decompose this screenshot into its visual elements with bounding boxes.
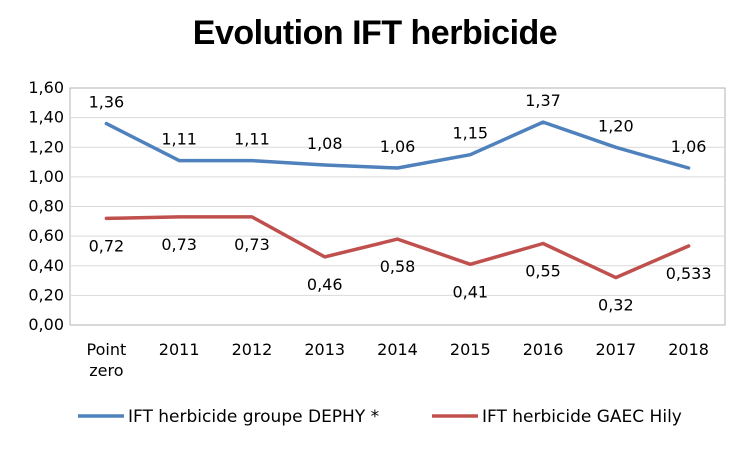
data-label: 1,06 (380, 137, 416, 156)
y-tick-label: 0,80 (28, 197, 64, 216)
chart-title: Evolution IFT herbicide (192, 14, 558, 52)
data-label: 0,73 (234, 235, 270, 254)
x-tick-label: 2013 (304, 340, 345, 359)
data-label: 0,32 (598, 296, 634, 315)
data-label: 0,533 (666, 264, 712, 283)
data-label: 0,72 (89, 236, 125, 255)
x-tick-label: 2011 (159, 340, 200, 359)
x-tick-label: 2012 (232, 340, 273, 359)
data-label: 1,15 (452, 124, 488, 143)
data-label: 1,11 (161, 130, 197, 149)
y-tick-label: 0,60 (28, 226, 64, 245)
data-label: 0,41 (452, 282, 488, 301)
y-tick-label: 1,40 (28, 108, 64, 127)
data-label: 1,11 (234, 130, 270, 149)
data-label: 1,37 (525, 91, 561, 110)
y-tick-label: 0,00 (28, 315, 64, 334)
series-line-1 (104, 215, 691, 280)
x-tick-label: Point (87, 340, 127, 359)
x-tick-label: zero (89, 361, 123, 380)
x-tick-label: 2018 (668, 340, 709, 359)
y-tick-label: 1,60 (28, 78, 64, 97)
data-label: 1,06 (671, 137, 707, 156)
y-tick-label: 1,20 (28, 137, 64, 156)
data-label: 1,20 (598, 116, 634, 135)
x-tick-label: 2016 (523, 340, 564, 359)
data-label: 1,08 (307, 134, 343, 153)
data-label: 0,73 (161, 235, 197, 254)
x-tick-label: 2015 (450, 340, 491, 359)
data-label: 0,46 (307, 275, 343, 294)
y-tick-label: 0,20 (28, 285, 64, 304)
data-label: 0,55 (525, 262, 561, 281)
legend-label: IFT herbicide GAEC Hily (482, 407, 682, 427)
data-label: 1,36 (89, 93, 125, 112)
x-tick-label: 2014 (377, 340, 418, 359)
series-line-0 (104, 120, 691, 170)
legend-label: IFT herbicide groupe DEPHY * (128, 407, 379, 427)
x-tick-label: 2017 (595, 340, 636, 359)
y-tick-label: 1,00 (28, 167, 64, 186)
data-label: 0,58 (380, 257, 416, 276)
y-tick-label: 0,40 (28, 256, 64, 275)
